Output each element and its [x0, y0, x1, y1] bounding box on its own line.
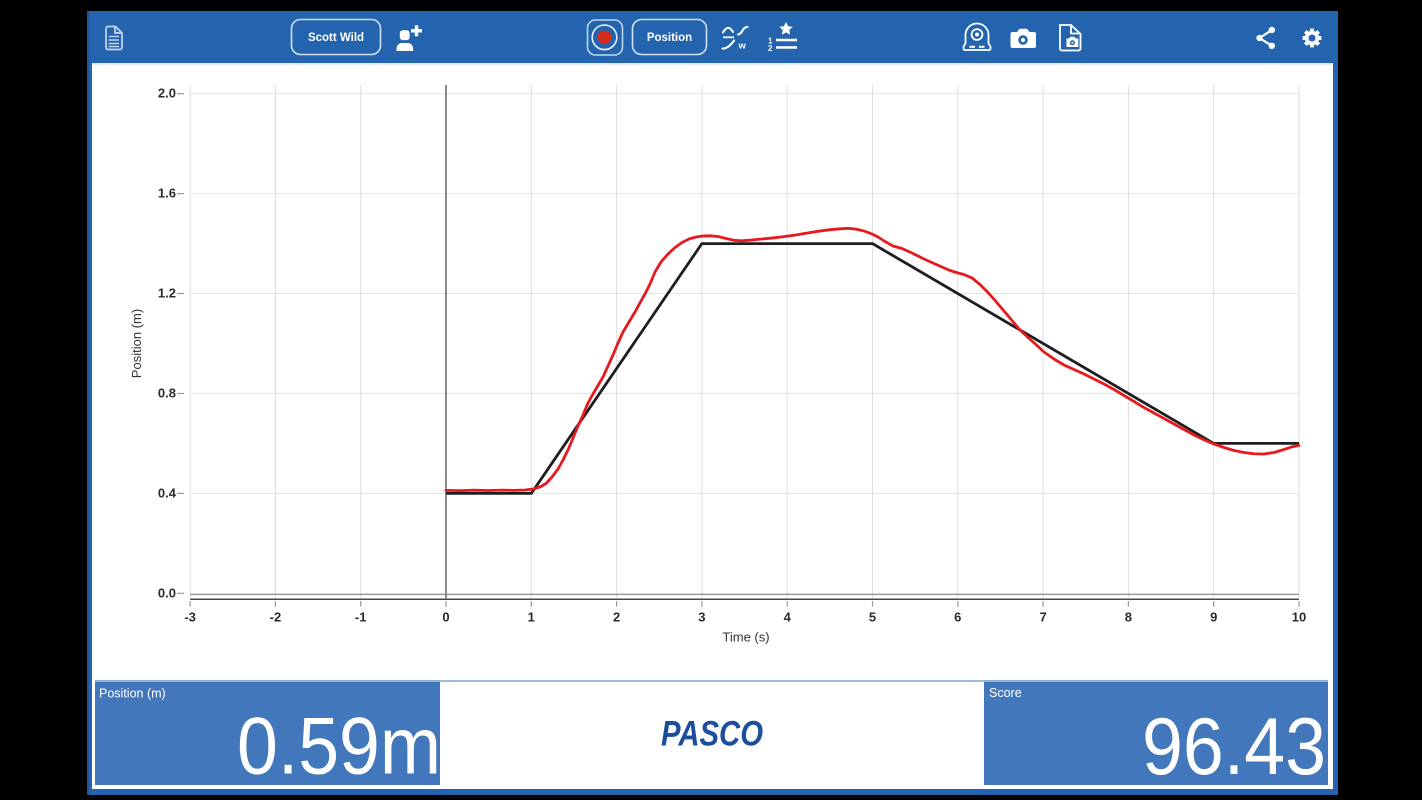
svg-text:0.0: 0.0 [158, 585, 176, 600]
svg-text:0.4: 0.4 [158, 485, 177, 500]
svg-text:3: 3 [698, 610, 705, 625]
svg-text:-1: -1 [355, 610, 367, 625]
svg-text:8: 8 [1125, 610, 1132, 625]
svg-text:0.59m: 0.59m [237, 702, 441, 790]
svg-text:1.6: 1.6 [158, 186, 176, 201]
svg-text:1: 1 [528, 610, 535, 625]
svg-text:Position (m): Position (m) [129, 309, 144, 378]
svg-text:2: 2 [768, 44, 773, 53]
svg-text:0.8: 0.8 [158, 386, 176, 401]
svg-text:6: 6 [954, 610, 961, 625]
svg-text:5: 5 [869, 610, 876, 625]
svg-text:1.2: 1.2 [158, 286, 176, 301]
svg-text:4: 4 [784, 610, 792, 625]
svg-text:10: 10 [1292, 610, 1306, 625]
svg-text:9: 9 [1210, 610, 1217, 625]
svg-text:Position: Position [647, 32, 692, 44]
svg-text:-3: -3 [184, 610, 196, 625]
svg-text:w: w [738, 41, 747, 52]
svg-text:Score: Score [989, 686, 1022, 700]
svg-text:0: 0 [442, 610, 449, 625]
svg-text:7: 7 [1039, 610, 1046, 625]
svg-text:2: 2 [613, 610, 620, 625]
svg-text:96.43: 96.43 [1142, 702, 1326, 789]
svg-text:PASCO: PASCO [661, 715, 763, 754]
svg-text:Position (m): Position (m) [99, 687, 166, 701]
svg-text:2.0: 2.0 [158, 86, 176, 101]
svg-text:Scott Wild: Scott Wild [308, 32, 364, 44]
svg-text:-2: -2 [270, 610, 282, 625]
svg-text:Time (s): Time (s) [722, 630, 769, 645]
svg-text:1: 1 [768, 37, 773, 46]
